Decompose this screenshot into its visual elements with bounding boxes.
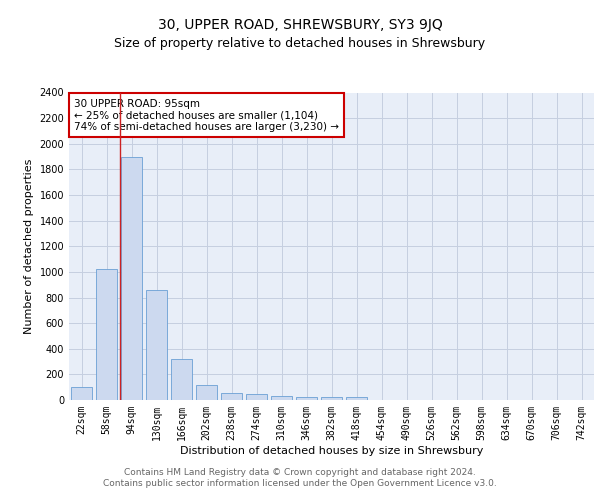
Text: 30, UPPER ROAD, SHREWSBURY, SY3 9JQ: 30, UPPER ROAD, SHREWSBURY, SY3 9JQ [158, 18, 442, 32]
Bar [71, 387, 92, 400]
Y-axis label: Number of detached properties: Number of detached properties [24, 158, 34, 334]
Text: Size of property relative to detached houses in Shrewsbury: Size of property relative to detached ho… [115, 38, 485, 51]
Text: 30 UPPER ROAD: 95sqm
← 25% of detached houses are smaller (1,104)
74% of semi-de: 30 UPPER ROAD: 95sqm ← 25% of detached h… [74, 98, 339, 132]
Bar [271, 396, 292, 400]
Bar [321, 398, 342, 400]
Bar [96, 270, 117, 400]
Bar [296, 397, 317, 400]
Bar [221, 393, 242, 400]
Bar [346, 398, 367, 400]
Text: Contains HM Land Registry data © Crown copyright and database right 2024.
Contai: Contains HM Land Registry data © Crown c… [103, 468, 497, 487]
Bar [146, 290, 167, 400]
Bar [121, 156, 142, 400]
Bar [171, 359, 192, 400]
Bar [196, 384, 217, 400]
X-axis label: Distribution of detached houses by size in Shrewsbury: Distribution of detached houses by size … [180, 446, 483, 456]
Bar [246, 394, 267, 400]
